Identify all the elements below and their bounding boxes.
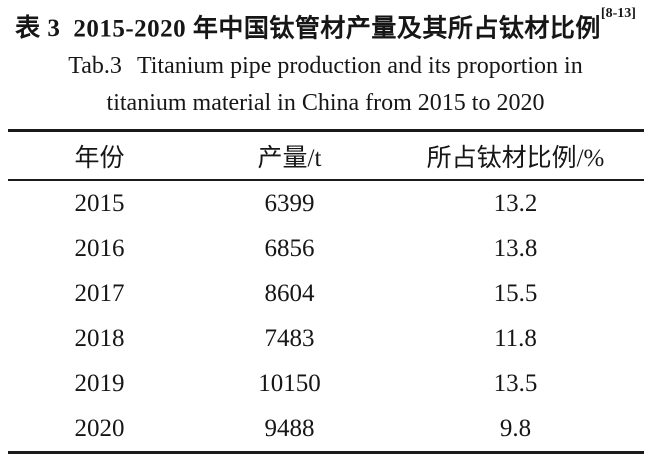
table-header-row: 年份 产量/t 所占钛材比例/% xyxy=(8,132,644,179)
column-header-production: 产量/t xyxy=(257,144,322,172)
table-caption-en-line2: titanium material in China from 2015 to … xyxy=(106,90,545,117)
table-caption-zh-title: 2015-2020 年中国钛管材产量及其所占钛材比例 xyxy=(73,15,601,43)
year-cell: 2020 xyxy=(74,414,125,442)
production-cell: 10150 xyxy=(258,369,321,397)
year-cell: 2018 xyxy=(74,324,125,352)
production-cell: 6856 xyxy=(264,234,315,262)
proportion-cell: 9.8 xyxy=(499,414,532,442)
header-divider-rule xyxy=(7,179,644,182)
proportion-cell: 15.5 xyxy=(493,279,538,307)
table-caption-zh: 表 3 2015-2020 年中国钛管材产量及其所占钛材比例[8-13] xyxy=(0,5,651,48)
table-row-2019: 2019 10150 13.5 xyxy=(8,361,644,406)
table-caption-en-text: Titanium pipe production and its proport… xyxy=(136,53,583,80)
citation-reference: [8-13] xyxy=(600,6,636,21)
production-cell: 7483 xyxy=(264,324,315,352)
production-cell: 9488 xyxy=(264,414,315,442)
data-table: 年份 产量/t 所占钛材比例/% 2015 6399 13.2 2016 685… xyxy=(7,129,644,454)
column-header-year: 年份 xyxy=(74,144,125,172)
year-cell: 2016 xyxy=(74,234,125,262)
table-caption-zh-label: 表 3 xyxy=(15,15,61,43)
table-row-2015: 2015 6399 13.2 xyxy=(8,181,644,226)
proportion-cell: 13.5 xyxy=(493,369,538,397)
production-cell: 8604 xyxy=(264,279,315,307)
proportion-cell: 13.2 xyxy=(493,189,538,217)
year-cell: 2017 xyxy=(74,279,125,307)
column-header-proportion: 所占钛材比例/% xyxy=(426,144,605,172)
table-caption-en-line1: Tab.3 Titanium pipe production and its pr… xyxy=(0,48,651,85)
proportion-cell: 13.8 xyxy=(493,234,538,262)
table-row-2018: 2018 7483 11.8 xyxy=(8,316,644,361)
table-row-2020: 2020 9488 9.8 xyxy=(8,406,644,451)
year-cell: 2019 xyxy=(74,369,125,397)
year-cell: 2015 xyxy=(74,189,125,217)
table-caption-en-label: Tab.3 xyxy=(68,53,122,80)
table-row-2017: 2017 8604 15.5 xyxy=(8,271,644,316)
table-row-2016: 2016 6856 13.8 xyxy=(8,226,644,271)
proportion-cell: 11.8 xyxy=(494,324,537,352)
production-cell: 6399 xyxy=(264,189,315,217)
